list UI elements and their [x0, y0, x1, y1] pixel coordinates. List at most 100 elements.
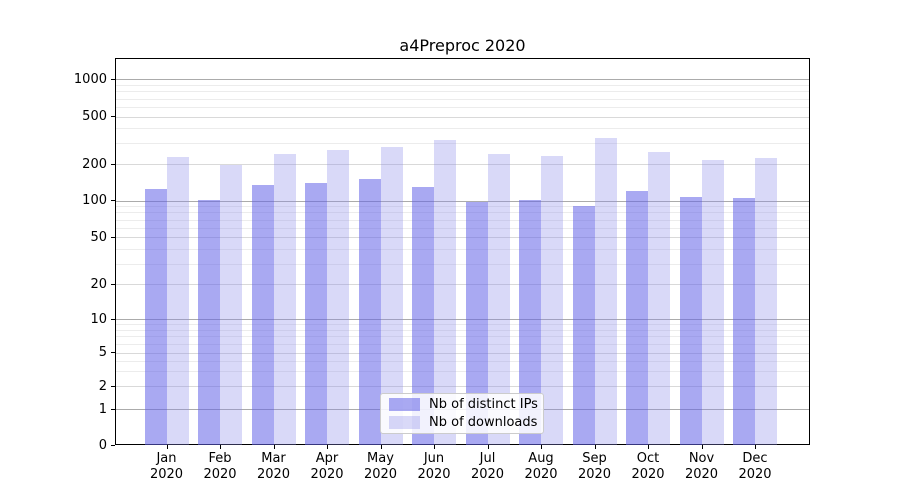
y-tick-label: 1: [98, 401, 107, 417]
legend-swatch-distinct-ips: [389, 398, 420, 411]
chart-title: a4Preproc 2020: [399, 36, 526, 55]
x-tick-label: Jul 2020: [461, 451, 515, 483]
x-tick-year: 2020: [684, 467, 719, 482]
legend-item-downloads: Nb of downloads: [389, 415, 543, 430]
y-tick-label: 50: [90, 229, 107, 245]
bar-downloads: [166, 157, 189, 445]
x-tick-month: Oct: [636, 451, 660, 466]
gridline: [116, 284, 809, 286]
x-tick: [701, 445, 703, 449]
gridline: [116, 98, 809, 100]
gridline: [116, 128, 809, 130]
gridline: [116, 200, 809, 202]
x-tick: [166, 445, 168, 449]
y-tick: [111, 385, 115, 387]
x-tick: [594, 445, 596, 449]
gridline: [116, 106, 809, 108]
y-tick-label: 200: [82, 156, 107, 172]
x-tick: [755, 445, 756, 449]
bar-distinct-ips: [733, 198, 755, 445]
bar-distinct-ips: [465, 201, 488, 445]
bar-distinct-ips: [144, 188, 167, 445]
bar-downloads: [755, 157, 777, 445]
y-tick: [111, 200, 115, 202]
x-tick-label: Mar 2020: [247, 451, 301, 483]
bar-distinct-ips: [412, 186, 434, 445]
bar-downloads: [380, 146, 403, 445]
x-tick-label: Nov 2020: [675, 451, 729, 483]
x-tick-label: Dec 2020: [728, 451, 782, 483]
x-tick-year: 2020: [470, 467, 505, 482]
y-tick: [111, 318, 115, 320]
gridline: [116, 352, 809, 354]
gridline: [116, 219, 809, 221]
gridline: [116, 263, 809, 265]
x-tick-month: Apr: [315, 451, 339, 466]
x-tick-year: 2020: [363, 467, 398, 482]
x-tick-month: Feb: [208, 451, 232, 466]
x-tick-month: Mar: [261, 451, 286, 466]
y-tick: [111, 408, 115, 410]
bar-downloads: [648, 152, 670, 445]
legend-swatch-downloads: [389, 416, 420, 429]
x-tick-month: Dec: [742, 451, 768, 466]
gridline: [116, 116, 809, 118]
y-tick-label: 0: [98, 437, 107, 453]
x-tick-label: May 2020: [354, 451, 408, 483]
x-tick-year: 2020: [577, 467, 612, 482]
y-tick: [111, 444, 115, 446]
x-tick-month: Jan: [156, 451, 177, 466]
bar-downloads: [327, 150, 349, 445]
x-tick-year: 2020: [256, 467, 291, 482]
bar-distinct-ips: [358, 179, 381, 445]
bar-downloads: [541, 156, 563, 445]
x-tick-month: Jul: [479, 451, 496, 466]
x-tick-year: 2020: [631, 467, 665, 482]
bar-downloads: [220, 164, 242, 445]
x-tick: [273, 445, 275, 449]
gridline: [116, 324, 809, 326]
x-tick-label: Aug 2020: [514, 451, 568, 483]
x-tick-label: Oct 2020: [621, 451, 675, 483]
y-tick: [111, 352, 115, 354]
x-tick: [541, 445, 542, 449]
y-tick-label: 5: [98, 345, 107, 361]
x-tick-month: Nov: [688, 451, 715, 466]
x-tick-year: 2020: [417, 467, 451, 482]
x-tick-year: 2020: [738, 467, 772, 482]
x-tick: [220, 445, 221, 449]
x-tick-month: May: [367, 451, 394, 466]
bar-downloads: [487, 153, 510, 445]
gridline: [116, 84, 809, 86]
legend-label-distinct-ips: Nb of distinct IPs: [429, 397, 538, 412]
gridline: [116, 329, 809, 331]
legend-item-distinct-ips: Nb of distinct IPs: [389, 397, 543, 412]
x-tick-month: Jun: [423, 451, 445, 466]
gridline: [116, 237, 809, 239]
y-tick-label: 100: [82, 193, 107, 209]
bar-distinct-ips: [251, 184, 274, 445]
gridline: [116, 336, 809, 338]
bar-distinct-ips: [519, 199, 541, 445]
bar-downloads: [273, 153, 296, 445]
bar-distinct-ips: [198, 199, 220, 445]
gridline: [116, 360, 809, 362]
x-tick-month: Sep: [582, 451, 607, 466]
x-tick-year: 2020: [524, 467, 558, 482]
bar-downloads: [434, 139, 456, 445]
x-tick-label: Jun 2020: [407, 451, 461, 483]
y-tick: [111, 163, 115, 165]
gridline: [116, 343, 809, 345]
gridline: [116, 319, 809, 320]
x-tick-year: 2020: [149, 467, 184, 482]
gridline: [116, 91, 809, 93]
y-tick-label: 10: [90, 311, 107, 327]
bar-downloads: [701, 159, 724, 445]
gridline: [116, 386, 809, 387]
y-tick: [111, 116, 115, 118]
plot-area: [115, 58, 810, 445]
y-tick-label: 2: [98, 378, 107, 394]
x-tick-label: Feb 2020: [193, 451, 247, 483]
y-tick: [111, 236, 115, 238]
